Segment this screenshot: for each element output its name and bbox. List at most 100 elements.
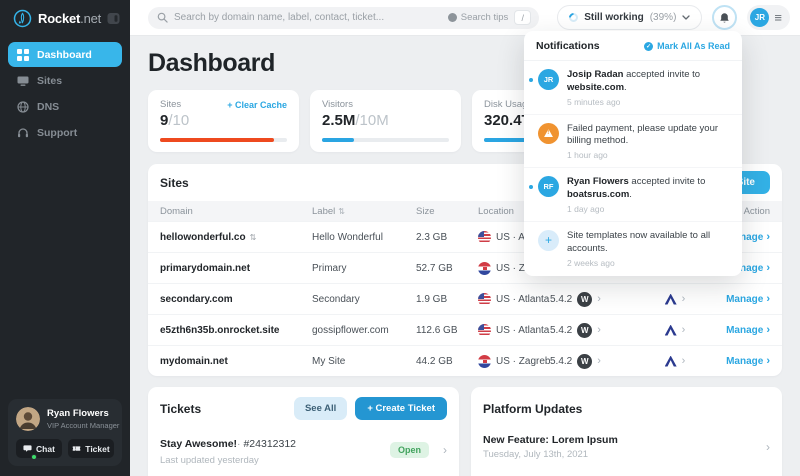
clear-cache-link[interactable]: + Clear Cache bbox=[227, 99, 287, 110]
unread-dot bbox=[529, 78, 533, 82]
chevron-right-icon bbox=[766, 440, 770, 454]
ticket-list-item[interactable]: Stay Awesome!#24312312 Last updated yest… bbox=[160, 434, 447, 466]
chevron-right-icon bbox=[597, 356, 601, 367]
search-bar: Search tips / bbox=[148, 6, 540, 29]
notification-avatar: JR bbox=[538, 69, 559, 90]
manage-link[interactable]: Manage bbox=[704, 325, 770, 336]
us-flag-icon bbox=[478, 323, 491, 337]
atarim-icon bbox=[664, 324, 677, 336]
sort-icon bbox=[335, 206, 345, 217]
tickets-title: Tickets bbox=[160, 401, 202, 416]
atarim-link[interactable] bbox=[646, 324, 704, 336]
platform-updates-card: Platform Updates New Feature: Lorem Ipsu… bbox=[471, 387, 782, 476]
chevron-right-icon bbox=[766, 325, 770, 336]
label-sort-header[interactable]: Label bbox=[312, 206, 416, 217]
unread-dot bbox=[529, 185, 533, 190]
chevron-right-icon bbox=[597, 294, 601, 305]
platform-updates-title: Platform Updates bbox=[483, 401, 583, 416]
wp-admin-link[interactable]: 5.4.2 bbox=[550, 353, 646, 369]
slash-key-badge: / bbox=[514, 10, 532, 25]
manage-link[interactable]: Manage bbox=[704, 356, 770, 367]
wordpress-icon bbox=[577, 322, 593, 338]
account-manager-name: Ryan Flowers bbox=[47, 408, 109, 419]
online-status-dot bbox=[31, 454, 37, 460]
status-dropdown[interactable]: Still working (39%) bbox=[557, 5, 703, 30]
transfer-arrows-icon bbox=[250, 232, 257, 243]
check-circle-icon bbox=[644, 41, 654, 51]
sidebar-item-sites[interactable]: Sites bbox=[8, 68, 122, 93]
atarim-icon bbox=[664, 355, 677, 367]
notification-time: 1 hour ago bbox=[567, 150, 608, 161]
sidebar: Rocket.net Dashboard Sites DNS Support bbox=[0, 0, 130, 476]
user-avatar: JR bbox=[750, 8, 770, 27]
sidebar-collapse-icon[interactable] bbox=[107, 12, 120, 25]
search-tips-icon bbox=[447, 13, 457, 22]
create-ticket-button[interactable]: + Create Ticket bbox=[355, 397, 447, 420]
update-list-item[interactable]: New Feature: Lorem Ipsum Tuesday, July 1… bbox=[483, 434, 770, 460]
wp-admin-link[interactable]: 5.4.2 bbox=[550, 322, 646, 338]
search-input[interactable] bbox=[174, 12, 442, 23]
sidebar-item-label: Dashboard bbox=[37, 48, 92, 61]
notification-item[interactable]: RF Ryan Flowers accepted invite to boats… bbox=[524, 167, 742, 221]
sidebar-item-dns[interactable]: DNS bbox=[8, 94, 122, 119]
ticket-updated: Last updated yesterday bbox=[160, 455, 259, 466]
topbar: Search tips / Still working (39%) JR bbox=[130, 0, 800, 36]
monitor-icon bbox=[17, 75, 29, 87]
hr-flag-icon bbox=[478, 261, 491, 275]
table-row[interactable]: mydomain.net My Site 44.2 GB US · Zagreb… bbox=[148, 345, 782, 376]
sidebar-item-dashboard[interactable]: Dashboard bbox=[8, 42, 122, 67]
grid-icon bbox=[17, 48, 29, 61]
table-row[interactable]: secondary.com Secondary 1.9 GB US · Atla… bbox=[148, 283, 782, 314]
notification-time: 2 weeks ago bbox=[567, 257, 615, 268]
chevron-right-icon bbox=[682, 325, 686, 336]
chevron-right-icon bbox=[766, 232, 770, 243]
bell-icon bbox=[719, 12, 730, 24]
brand-logo: Rocket.net bbox=[0, 0, 130, 35]
notifications-title: Notifications bbox=[536, 40, 600, 52]
notifications-bell-button[interactable] bbox=[712, 5, 738, 30]
search-tips: Search tips bbox=[447, 12, 508, 23]
search-icon bbox=[157, 12, 168, 23]
notification-item[interactable]: JR Josip Radan accepted invite to websit… bbox=[524, 61, 742, 114]
stat-card-visitors: Visitors 2.5M/10M bbox=[310, 90, 461, 152]
chat-button[interactable]: Chat bbox=[16, 439, 62, 458]
ticket-icon bbox=[72, 444, 81, 453]
notification-item[interactable]: Site templates now available to all acco… bbox=[524, 220, 742, 275]
sidebar-item-label: Sites bbox=[37, 74, 63, 87]
manage-link[interactable]: Manage bbox=[704, 263, 770, 274]
manage-link[interactable]: Manage bbox=[704, 232, 770, 243]
us-flag-icon bbox=[478, 292, 491, 306]
headset-icon bbox=[17, 127, 29, 139]
tickets-card: Tickets See All + Create Ticket Stay Awe… bbox=[148, 387, 459, 476]
account-manager-card: Ryan Flowers VIP Account Manager Chat Ti… bbox=[8, 399, 122, 466]
notification-time: 1 day ago bbox=[567, 203, 605, 214]
wordpress-icon bbox=[577, 353, 593, 369]
see-all-button[interactable]: See All bbox=[293, 397, 348, 420]
spinner-icon bbox=[567, 11, 581, 24]
hamburger-menu-icon bbox=[774, 11, 782, 24]
globe-icon bbox=[17, 100, 29, 113]
chevron-right-icon bbox=[597, 325, 601, 336]
atarim-link[interactable] bbox=[646, 293, 704, 305]
main-content: Dashboard Sites + Clear Cache 9/10 Visit… bbox=[130, 36, 800, 476]
chevron-right-icon bbox=[766, 263, 770, 274]
table-row[interactable]: e5zth6n35b.onrocket.site gossipflower.co… bbox=[148, 314, 782, 345]
sidebar-nav: Dashboard Sites DNS Support bbox=[0, 35, 130, 145]
wp-admin-link[interactable]: 5.4.2 bbox=[550, 291, 646, 307]
brand-name: Rocket.net bbox=[38, 11, 102, 26]
chevron-right-icon bbox=[443, 443, 447, 457]
sidebar-item-label: DNS bbox=[37, 100, 60, 113]
sites-progress-bar bbox=[160, 138, 287, 142]
manage-link[interactable]: Manage bbox=[704, 294, 770, 305]
chevron-right-icon bbox=[766, 356, 770, 367]
visitors-progress-bar bbox=[322, 138, 449, 142]
atarim-link[interactable] bbox=[646, 355, 704, 367]
account-menu[interactable]: JR bbox=[747, 5, 790, 30]
ticket-button[interactable]: Ticket bbox=[68, 439, 114, 458]
mark-all-read-link[interactable]: Mark All As Read bbox=[644, 41, 730, 51]
sites-title: Sites bbox=[160, 175, 189, 190]
notification-item[interactable]: Failed payment, please update your billi… bbox=[524, 113, 742, 168]
sidebar-item-support[interactable]: Support bbox=[8, 120, 122, 145]
account-manager-avatar bbox=[16, 407, 40, 431]
notification-avatar: RF bbox=[538, 176, 559, 198]
